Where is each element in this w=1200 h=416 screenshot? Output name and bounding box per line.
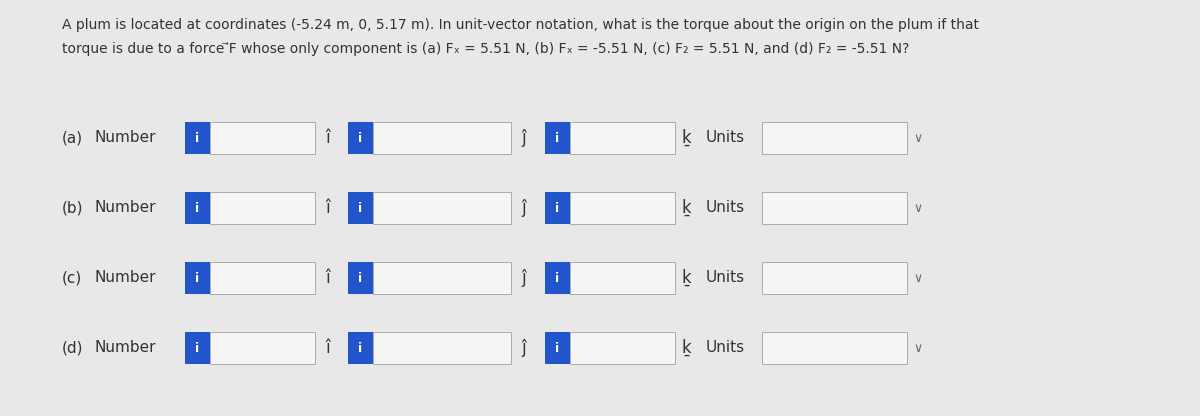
Text: Units: Units bbox=[706, 270, 745, 285]
Text: Number: Number bbox=[95, 131, 156, 146]
Text: Number: Number bbox=[95, 270, 156, 285]
Text: ḵ: ḵ bbox=[682, 199, 691, 217]
Bar bbox=[373, 262, 511, 294]
Text: ∨: ∨ bbox=[913, 131, 923, 144]
Text: ∨: ∨ bbox=[913, 342, 923, 354]
Text: (d): (d) bbox=[62, 341, 84, 356]
Bar bbox=[545, 122, 570, 154]
Text: ∨: ∨ bbox=[913, 201, 923, 215]
Bar bbox=[185, 332, 210, 364]
Bar bbox=[762, 122, 907, 154]
Text: ḵ: ḵ bbox=[682, 339, 691, 357]
Text: i: i bbox=[359, 342, 362, 354]
Bar bbox=[348, 192, 373, 224]
Bar bbox=[545, 192, 570, 224]
Bar bbox=[210, 122, 314, 154]
Text: i: i bbox=[556, 201, 559, 215]
Text: ĵ: ĵ bbox=[522, 129, 527, 147]
Text: î: î bbox=[325, 129, 330, 147]
Bar bbox=[762, 192, 907, 224]
Text: i: i bbox=[359, 272, 362, 285]
Bar bbox=[348, 122, 373, 154]
Bar bbox=[210, 262, 314, 294]
Text: ĵ: ĵ bbox=[522, 339, 527, 357]
Text: i: i bbox=[556, 272, 559, 285]
Text: î: î bbox=[325, 269, 330, 287]
Bar bbox=[210, 332, 314, 364]
Text: Number: Number bbox=[95, 341, 156, 356]
Bar bbox=[545, 332, 570, 364]
Text: i: i bbox=[359, 201, 362, 215]
Text: ḵ: ḵ bbox=[682, 129, 691, 147]
Bar bbox=[762, 262, 907, 294]
Text: Units: Units bbox=[706, 341, 745, 356]
Text: Number: Number bbox=[95, 201, 156, 215]
Bar bbox=[545, 262, 570, 294]
Text: i: i bbox=[196, 272, 199, 285]
Text: î: î bbox=[325, 199, 330, 217]
Bar bbox=[373, 122, 511, 154]
Bar bbox=[210, 192, 314, 224]
Bar bbox=[348, 262, 373, 294]
Bar bbox=[185, 122, 210, 154]
Bar bbox=[185, 262, 210, 294]
Text: i: i bbox=[556, 131, 559, 144]
Text: (a): (a) bbox=[62, 131, 83, 146]
Bar bbox=[570, 122, 674, 154]
Text: i: i bbox=[556, 342, 559, 354]
Text: i: i bbox=[196, 201, 199, 215]
Text: Units: Units bbox=[706, 131, 745, 146]
Bar bbox=[762, 332, 907, 364]
Text: Units: Units bbox=[706, 201, 745, 215]
Text: (c): (c) bbox=[62, 270, 83, 285]
Text: torque is due to a force ⃗F whose only component is (a) Fₓ = 5.51 N, (b) Fₓ = -5: torque is due to a force ⃗F whose only c… bbox=[62, 42, 910, 56]
Text: ∨: ∨ bbox=[913, 272, 923, 285]
Bar bbox=[185, 192, 210, 224]
Text: ĵ: ĵ bbox=[522, 199, 527, 217]
Bar bbox=[373, 332, 511, 364]
Bar bbox=[570, 192, 674, 224]
Text: i: i bbox=[196, 131, 199, 144]
Text: A plum is located at coordinates (-5.24 m, 0, 5.17 m). In unit-vector notation, : A plum is located at coordinates (-5.24 … bbox=[62, 18, 979, 32]
Text: (b): (b) bbox=[62, 201, 84, 215]
Bar bbox=[348, 332, 373, 364]
Text: î: î bbox=[325, 339, 330, 357]
Text: ḵ: ḵ bbox=[682, 269, 691, 287]
Bar bbox=[373, 192, 511, 224]
Bar bbox=[570, 262, 674, 294]
Bar bbox=[570, 332, 674, 364]
Text: i: i bbox=[196, 342, 199, 354]
Text: ĵ: ĵ bbox=[522, 269, 527, 287]
Text: i: i bbox=[359, 131, 362, 144]
